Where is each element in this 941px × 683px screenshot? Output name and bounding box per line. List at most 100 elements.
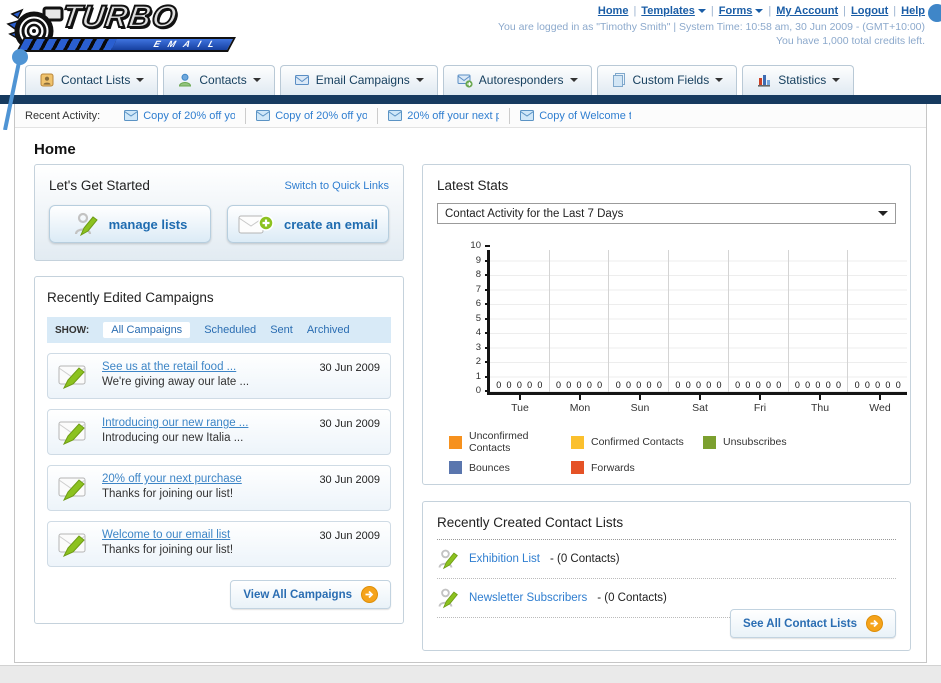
tab-autoresponders[interactable]: Autoresponders — [442, 65, 592, 95]
nav-logout-link[interactable]: Logout — [851, 5, 889, 17]
value-label: 0 — [646, 380, 652, 390]
nav-templates-link[interactable]: Templates — [641, 5, 706, 17]
person-edit-icon — [438, 588, 458, 609]
tab-email-campaigns[interactable]: Email Campaigns — [279, 65, 438, 95]
x-axis-category: Thu — [790, 395, 850, 414]
switch-to-quick-links[interactable]: Switch to Quick Links — [284, 179, 389, 192]
y-axis-label: 8 — [475, 269, 481, 280]
tab-statistics[interactable]: Statistics — [742, 65, 855, 95]
campaign-row[interactable]: 20% off your next purchase Thanks for jo… — [47, 465, 391, 511]
tab-label: Email Campaigns — [315, 73, 410, 87]
value-label: 0 — [675, 380, 681, 390]
turbo-email-logo: TURBO EMAIL — [6, 0, 246, 57]
campaign-title-link[interactable]: See us at the retail food ... — [102, 361, 237, 373]
value-label: 0 — [716, 380, 722, 390]
recent-activity-item[interactable]: Copy of 20% off yo — [114, 108, 245, 124]
manage-lists-button[interactable]: manage lists — [49, 205, 211, 243]
legend-swatch — [449, 461, 462, 474]
nav-separator: | — [710, 5, 714, 17]
legend-label: Forwards — [591, 461, 635, 474]
x-axis-label: Sun — [630, 402, 650, 414]
campaign-title-link[interactable]: Introducing our new range ... — [102, 417, 249, 429]
y-axis-label: 4 — [475, 327, 481, 338]
campaign-subtitle: Introducing our new Italia ... — [102, 432, 244, 444]
contact-list-row[interactable]: Newsletter Subscribers - (0 Contacts) — [437, 579, 896, 618]
nav-forms-link[interactable]: Forms — [719, 5, 764, 17]
mail-icon — [256, 110, 271, 121]
campaign-row[interactable]: See us at the retail food ... We're givi… — [47, 353, 391, 399]
y-axis-tick — [485, 390, 490, 392]
tab-custom-fields[interactable]: Custom Fields — [596, 65, 738, 95]
panel-title: Recently Created Contact Lists — [437, 515, 624, 530]
filter-sent[interactable]: Sent — [270, 324, 293, 336]
x-axis-label: Thu — [810, 402, 830, 414]
person-edit-icon — [438, 549, 458, 570]
mail-icon — [124, 110, 139, 121]
campaign-title-link[interactable]: 20% off your next purchase — [102, 473, 242, 485]
mail-edit-icon — [58, 477, 86, 501]
create-email-button[interactable]: create an email — [227, 205, 389, 243]
tab-label: Custom Fields — [632, 73, 710, 87]
mail-edit-icon — [58, 421, 86, 445]
contact-list-count: - (0 Contacts) — [597, 592, 667, 604]
tab-label: Contact Lists — [61, 73, 131, 87]
see-all-contact-lists-button[interactable]: See All Contact Lists — [730, 609, 896, 638]
button-label: See All Contact Lists — [743, 617, 857, 630]
value-label: 0 — [825, 380, 831, 390]
value-label: 0 — [625, 380, 631, 390]
y-axis-label: 9 — [475, 254, 481, 266]
y-axis-tick — [485, 245, 490, 247]
custom-fields-icon — [612, 73, 625, 87]
filter-all-campaigns[interactable]: All Campaigns — [103, 322, 191, 338]
legend-item: Forwards — [571, 461, 703, 474]
tab-contacts[interactable]: Contacts — [163, 65, 275, 95]
recent-activity-link: Copy of 20% off yo — [275, 109, 368, 122]
recent-activity-link: Copy of Welcome to — [539, 109, 632, 122]
recent-activity-item[interactable]: Copy of Welcome to — [509, 107, 641, 124]
page-footer — [0, 665, 941, 683]
x-axis-category: Sat — [670, 395, 730, 414]
stats-dropdown[interactable]: Contact Activity for the Last 7 Days — [437, 203, 896, 224]
y-axis-label: 10 — [470, 240, 481, 251]
campaign-subtitle: Thanks for joining our list! — [102, 488, 234, 500]
campaign-row[interactable]: Welcome to our email list Thanks for joi… — [47, 521, 391, 567]
nav-my-account-link[interactable]: My Account — [776, 5, 839, 17]
value-label: 0 — [555, 380, 561, 390]
legend-label: Confirmed Contacts — [591, 436, 684, 448]
contact-list-link[interactable]: Newsletter Subscribers — [469, 592, 588, 604]
filter-scheduled[interactable]: Scheduled — [204, 324, 257, 336]
recent-activity-link: Copy of 20% off yo — [143, 109, 236, 122]
contact-list-row[interactable]: Exhibition List - (0 Contacts) — [437, 540, 896, 579]
recently-edited-campaigns-panel: Recently Edited Campaigns SHOW: All Camp… — [34, 276, 404, 624]
view-all-campaigns-button[interactable]: View All Campaigns — [230, 580, 391, 609]
campaign-row[interactable]: Introducing our new range ... Introducin… — [47, 409, 391, 455]
contact-list-link[interactable]: Exhibition List — [469, 553, 540, 565]
recent-activity-item[interactable]: Copy of 20% off yo — [245, 107, 377, 124]
lets-get-started-panel: Let's Get Started Switch to Quick Links … — [34, 164, 404, 261]
filter-archived[interactable]: Archived — [306, 324, 350, 336]
contacts-icon — [179, 73, 192, 87]
chevron-down-icon — [755, 9, 764, 17]
statistics-icon — [758, 75, 771, 87]
campaign-subtitle: We're giving away our late ... — [102, 376, 250, 388]
value-label: 0 — [597, 380, 603, 390]
main-nav-tabs: Contact Lists Contacts Email Campaigns — [0, 62, 941, 95]
legend-label: Unsubscribes — [723, 436, 787, 448]
campaign-title-link[interactable]: Welcome to our email list — [102, 529, 231, 541]
campaign-subtitle: Thanks for joining our list! — [102, 544, 234, 556]
nav-help-link[interactable]: Help — [901, 5, 925, 17]
help-balloon-icon[interactable] — [928, 4, 941, 22]
chevron-down-icon — [697, 9, 706, 17]
value-label: 0 — [835, 380, 841, 390]
nav-home-link[interactable]: Home — [597, 5, 629, 17]
tab-contact-lists[interactable]: Contact Lists — [25, 65, 159, 95]
recent-activity-item[interactable]: 20% off your next p — [377, 107, 509, 124]
